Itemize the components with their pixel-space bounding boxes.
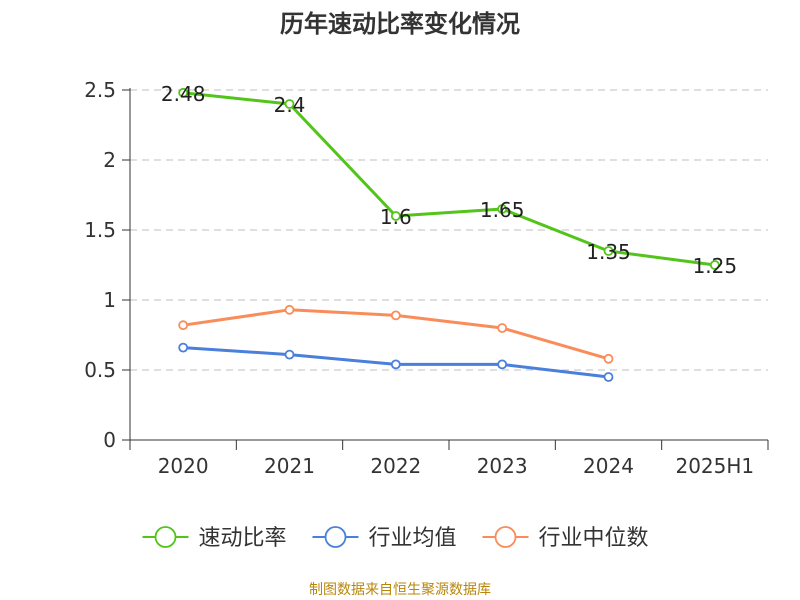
legend-label: 行业中位数 <box>539 526 649 551</box>
data-point <box>497 323 508 333</box>
series-line <box>183 91 715 267</box>
legend-marker <box>324 526 347 548</box>
data-point <box>284 99 295 109</box>
legend-item: 速动比率 <box>142 526 287 551</box>
x-tick-label: 2025H1 <box>675 454 754 478</box>
legend-label: 速动比率 <box>199 526 287 551</box>
x-tick-label: 2022 <box>370 454 421 478</box>
data-label: 1.65 <box>480 198 525 222</box>
data-label: 2.4 <box>274 93 306 117</box>
y-tick-label: 2 <box>103 148 116 172</box>
data-point <box>178 320 189 331</box>
y-tick-label: 1.5 <box>84 218 116 242</box>
data-point <box>284 349 295 360</box>
legend: 速动比率 行业均值 行业中位数 <box>142 526 649 551</box>
legend-item: 行业中位数 <box>482 526 649 551</box>
data-point <box>390 359 401 370</box>
gridlines <box>130 89 768 371</box>
data-point <box>497 204 508 214</box>
series <box>178 87 720 382</box>
data-point <box>178 87 189 98</box>
legend-marker <box>494 526 517 548</box>
axes: 0 0.5 1 1.5 2 2.5 2020 2021 2022 2023 2024 2025H1 <box>84 78 769 478</box>
y-tick-label: 2.5 <box>84 78 116 102</box>
data-point <box>709 260 720 270</box>
data-label: 2.48 <box>161 82 206 106</box>
data-point <box>603 246 614 256</box>
chart-title: 历年速动比率变化情况 <box>280 10 520 38</box>
data-point <box>178 342 189 353</box>
legend-item: 行业均值 <box>312 526 457 551</box>
data-label: 1.35 <box>586 240 631 264</box>
x-tick-label: 2024 <box>583 454 634 478</box>
data-labels: 2.48 2.4 1.6 1.65 1.35 1.25 <box>161 82 737 278</box>
legend-marker <box>154 526 177 548</box>
data-point <box>390 310 401 321</box>
data-label: 1.25 <box>693 254 738 278</box>
y-tick-label: 0.5 <box>84 358 116 382</box>
x-tick-label: 2020 <box>158 454 209 478</box>
x-tick-label: 2021 <box>264 454 315 478</box>
data-point <box>497 359 508 370</box>
data-point <box>603 372 614 382</box>
data-point <box>390 211 401 221</box>
y-tick-label: 1 <box>103 288 116 312</box>
y-tick-label: 0 <box>103 428 116 452</box>
source-note: 制图数据来自恒生聚源数据库 <box>309 582 491 598</box>
data-label: 1.6 <box>380 205 412 229</box>
x-tick-label: 2023 <box>477 454 528 478</box>
data-point <box>284 304 295 315</box>
data-point <box>603 353 614 364</box>
legend-label: 行业均值 <box>369 526 457 551</box>
